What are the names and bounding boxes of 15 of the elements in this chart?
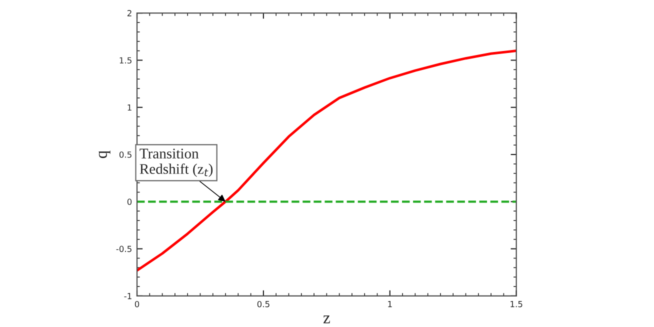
- x-tick-label: 1: [388, 301, 392, 308]
- x-axis-title: z: [323, 316, 330, 324]
- x-tick-label: 0.5: [257, 300, 270, 308]
- y-tick-label: 2: [127, 10, 132, 16]
- y-tick-label: -0.5: [116, 246, 132, 252]
- annotation: Transition Redshift (z$_{t}$): [140, 148, 213, 177]
- y-tick-label: 1: [128, 104, 132, 111]
- x-tick-label: 1.5: [510, 301, 522, 308]
- y-tick-label: -1: [124, 293, 132, 300]
- y-tick-label: 1.5: [120, 57, 132, 64]
- x-tick-label: 0: [134, 300, 140, 308]
- y-tick-label: 0: [127, 198, 132, 205]
- y-tick-label: 0.5: [119, 151, 132, 158]
- line-series: [137, 50, 516, 272]
- y-axis-title: q: [98, 150, 110, 158]
